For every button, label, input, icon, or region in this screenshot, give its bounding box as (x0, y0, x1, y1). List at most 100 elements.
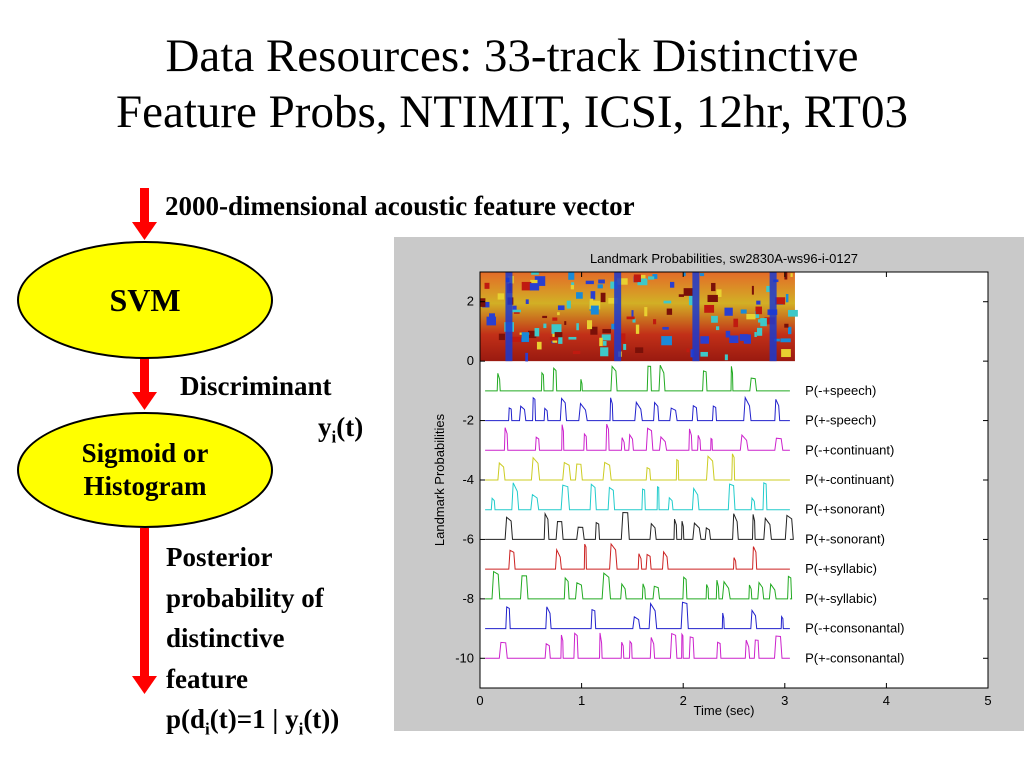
spectrogram-cell (648, 276, 655, 280)
spectrogram-cell (644, 307, 648, 317)
spectrogram-cell (568, 272, 575, 280)
y-tick-label: -6 (462, 531, 474, 546)
spectrogram-silence (692, 272, 700, 362)
spectrogram-cell (525, 299, 529, 304)
series-label: P(+-syllabic) (805, 591, 877, 606)
posterior-formula: p(di(t)=1 | yi(t)) (166, 704, 340, 739)
spectrogram-cell (528, 330, 537, 339)
spectrogram-cell (683, 288, 693, 296)
spectrogram-cell (590, 305, 599, 315)
spectrogram-cell (600, 347, 609, 357)
spectrogram-cell (620, 333, 626, 343)
y-tick-label: -8 (462, 591, 474, 606)
spectrogram-cell (707, 294, 718, 303)
spectrogram-cell (486, 316, 497, 326)
spectrogram-cell (542, 315, 548, 319)
spectrogram-silence (769, 272, 777, 362)
spectrogram-cell (715, 326, 720, 331)
spectrogram-cell (480, 298, 486, 307)
spectrogram-cell (525, 352, 529, 362)
spectrogram-cell (711, 282, 716, 292)
sigmoid-label: Sigmoid or (81, 438, 209, 468)
spectrogram-cell (543, 323, 547, 329)
spectrogram-cell (632, 318, 636, 323)
landmark-chart: 0 1 2 3 4 5 2 0 -2 -4 -6 -8 -10 P(-+speech) P(+-speec… (432, 251, 992, 718)
spectrogram-cell (633, 274, 641, 283)
spectrogram-cell (688, 295, 693, 306)
spectrogram-cell (733, 318, 739, 328)
input-arrow-head (132, 222, 157, 240)
series-line (485, 632, 790, 659)
spectrogram-cell (756, 300, 761, 305)
spectrogram-cell (756, 327, 763, 336)
spectrogram-cell (566, 300, 571, 309)
x-tick-label: 5 (984, 693, 991, 708)
x-tick-label: 4 (883, 693, 890, 708)
spectrogram-cell (610, 281, 618, 289)
spectrogram-cell (725, 330, 731, 338)
spectrogram-cell (716, 289, 722, 297)
series-label: P(+-sonorant) (805, 531, 885, 546)
sigmoid-histogram-node: Sigmoid or Histogram (17, 412, 273, 528)
series-label: P(+-consonantal) (805, 650, 904, 665)
spectrogram-cell (554, 332, 563, 338)
series-line (485, 423, 790, 451)
spectrogram-cell (597, 284, 603, 289)
spectrogram-cell (790, 273, 793, 277)
spectrogram-cell (639, 274, 646, 279)
spectrogram-cell (788, 309, 798, 317)
y-tick-label: 0 (467, 353, 474, 368)
spectrogram-cell (663, 300, 672, 304)
series-line (485, 542, 790, 570)
x-tick-label: 2 (680, 693, 687, 708)
spectrogram-cell (683, 272, 686, 277)
discriminant-label: Discriminant (180, 371, 332, 401)
chart-title: Landmark Probabilities, sw2830A-ws96-i-0… (590, 251, 858, 266)
slide-title-line1: Data Resources: 33-track Distinctive (165, 30, 859, 82)
spectrogram-cell (766, 285, 770, 293)
spectrogram-cell (590, 326, 598, 335)
spectrogram-cell (590, 291, 596, 300)
spectrogram-cell (512, 309, 521, 313)
spectrogram-cell (784, 323, 789, 328)
spectrogram-cell (755, 306, 762, 315)
spectrogram-cell (521, 281, 532, 291)
series-line (485, 601, 790, 630)
y-axis-label: Landmark Probabilities (432, 413, 447, 546)
spectrogram-cell (686, 348, 690, 353)
spectrogram-cell (704, 304, 715, 313)
spectrogram-cell (678, 294, 684, 297)
discriminant-arrow-shaft (140, 358, 149, 394)
series-line (485, 453, 790, 481)
spectrogram-cell (534, 328, 540, 337)
spectrogram-cell (568, 336, 577, 340)
spectrogram-cell (551, 324, 562, 334)
series-label: P(+-continuant) (805, 472, 894, 487)
spectrogram-cell (751, 285, 754, 295)
spectrogram-cell (589, 300, 601, 310)
spectrogram-cell (700, 351, 708, 357)
spectrogram-cell (652, 274, 658, 279)
spectrogram-silence (614, 272, 622, 362)
spectrogram-cell (711, 315, 718, 323)
x-tick-label: 1 (578, 693, 585, 708)
spectrogram-cell (754, 332, 757, 337)
spectrogram-cell (623, 343, 627, 350)
spectrogram-cell (510, 336, 522, 342)
spectrogram-cell (570, 284, 575, 290)
slide-title: Data Resources: 33-track Distinctive Fea… (0, 28, 1024, 140)
spectrogram-cell (484, 282, 490, 289)
series-label: P(-+syllabic) (805, 561, 877, 576)
spectrogram-cell (576, 323, 579, 331)
y-tick-label: -10 (455, 650, 474, 665)
spectrogram-cell (599, 337, 603, 347)
spectrogram-cell (740, 309, 747, 314)
spectrogram-cell (598, 279, 605, 284)
series-label: P(-+sonorant) (805, 502, 885, 517)
spectrogram-cell (549, 336, 559, 341)
landmark-probabilities-figure: 0 1 2 3 4 5 2 0 -2 -4 -6 -8 -10 P(-+speech) P(+-speec… (394, 237, 1024, 731)
spectrogram-cell (746, 313, 756, 320)
spectrogram-cell (775, 297, 786, 305)
series-labels: P(-+speech) P(+-speech) P(-+continuant) P(+… (805, 383, 904, 665)
spectrogram-cell (616, 278, 628, 285)
